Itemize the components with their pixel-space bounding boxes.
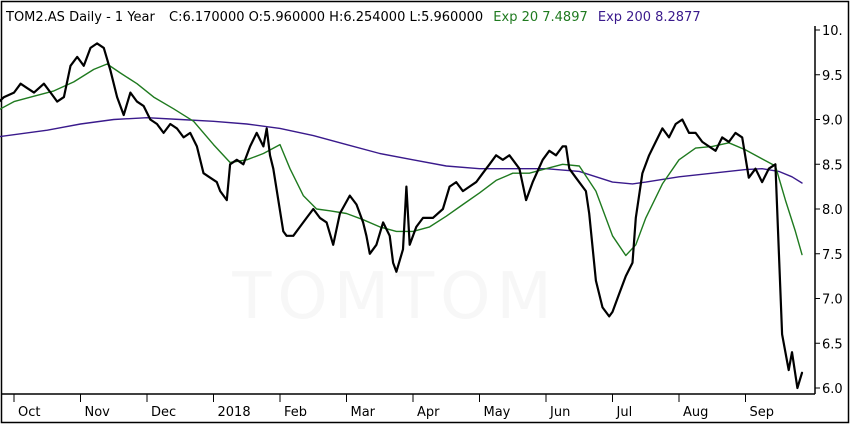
x-tick-label: Mar (351, 405, 376, 420)
chart-title-symbol: TOM2.AS Daily - 1 Year (5, 10, 156, 25)
ema20-legend: Exp 20 7.4897 (493, 10, 587, 25)
series-layer (0, 42, 804, 390)
x-tick-label: Jun (549, 405, 570, 420)
x-tick-label: Oct (18, 405, 40, 420)
series-line-price (0, 42, 804, 390)
x-tick-label: Dec (151, 405, 176, 420)
y-tick-label: 10. (822, 24, 843, 39)
x-tick-label: Apr (417, 405, 440, 420)
x-tick-label: Sep (750, 405, 775, 420)
y-tick-label: 8.0 (822, 203, 843, 218)
chart-header: TOM2.AS Daily - 1 Year C:6.170000 O:5.96… (5, 10, 701, 25)
ema200-legend: Exp 200 8.2877 (598, 10, 701, 25)
y-axis: 10. 9.5 9.0 8.5 8.0 7.5 7.0 6.5 6.0 (815, 24, 843, 397)
x-tick-label: Nov (85, 405, 111, 420)
series-line-ema200 (0, 117, 803, 185)
ohlc-readout: C:6.170000 O:5.960000 H:6.254000 L:5.960… (169, 10, 483, 25)
watermark-text: TOMTOM (231, 260, 557, 334)
x-axis: Oct Nov Dec 2018 Feb Mar Apr May Jun Jul Aug Sep (13, 394, 775, 420)
x-tick-label: Aug (683, 405, 708, 420)
x-tick-label: Jul (616, 405, 633, 420)
y-tick-label: 6.5 (822, 337, 843, 352)
y-tick-label: 6.0 (822, 382, 843, 397)
x-tick-label: Feb (284, 405, 307, 420)
y-tick-label: 7.5 (822, 248, 843, 263)
x-tick-label: May (484, 405, 511, 420)
chart-title: TOM2.AS Daily - 1 Year C:6.170000 O:5.96… (5, 10, 701, 25)
y-tick-label: 8.5 (822, 158, 843, 173)
y-tick-label: 9.5 (822, 69, 843, 84)
series-line-ema20 (0, 63, 803, 257)
x-tick-label: 2018 (218, 405, 251, 420)
y-tick-label: 7.0 (822, 293, 843, 308)
y-tick-label: 9.0 (822, 114, 843, 129)
